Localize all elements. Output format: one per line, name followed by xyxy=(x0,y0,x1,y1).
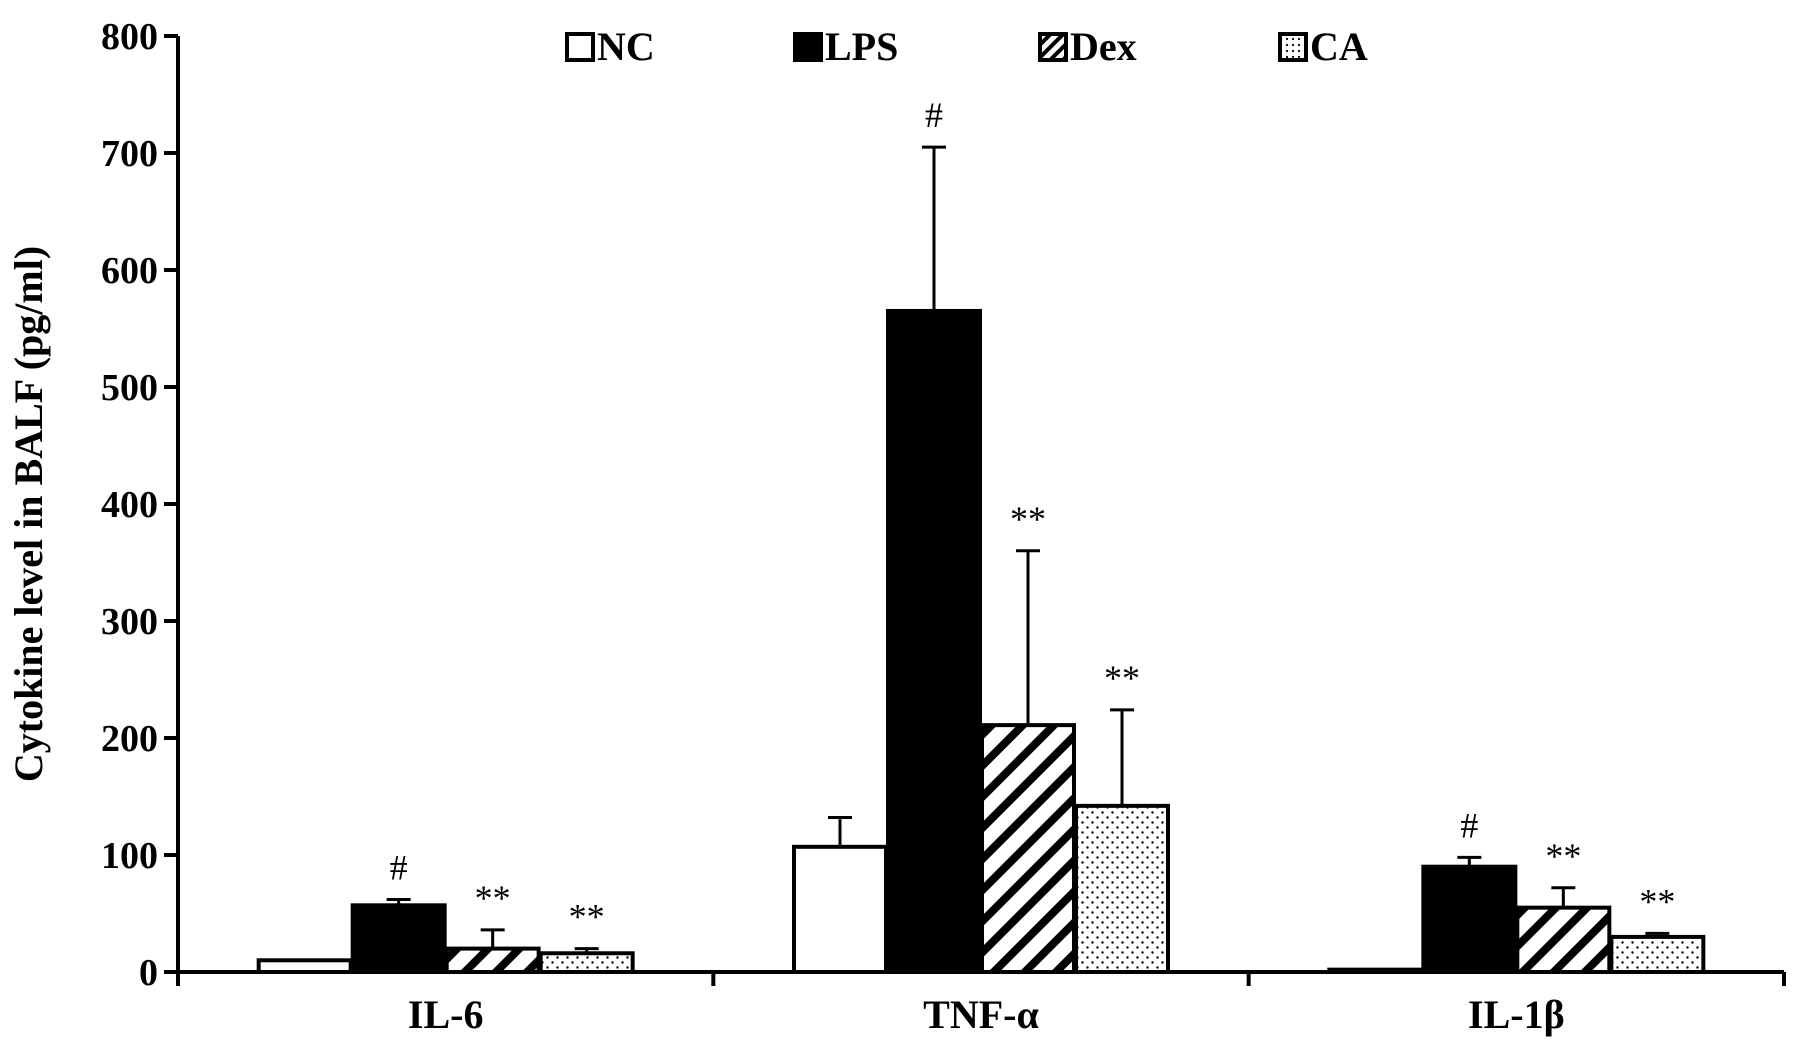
y-axis-ticks: 0 100 200 300 400 500 600 700 800 xyxy=(101,16,178,994)
y-tick-label: 300 xyxy=(101,601,158,643)
x-tick-label: IL-1β xyxy=(1468,992,1565,1037)
significance-marker: # xyxy=(925,95,943,135)
significance-marker: ** xyxy=(1010,499,1046,539)
y-tick-label: 0 xyxy=(139,952,158,994)
significance-marker: ** xyxy=(1104,658,1140,698)
legend: NC LPS Dex CA xyxy=(565,24,1368,69)
legend-swatch-dex xyxy=(1038,32,1068,62)
bars: # ** ** # ** ** # ** ** xyxy=(256,95,1706,975)
y-tick-label: 200 xyxy=(101,718,158,760)
x-axis: IL-6 TNF-α IL-1β xyxy=(176,970,1786,1037)
y-tick-label: 600 xyxy=(101,250,158,292)
legend-label-dex: Dex xyxy=(1070,24,1137,69)
y-tick-label: 400 xyxy=(101,484,158,526)
legend-swatch-lps xyxy=(793,32,823,62)
y-tick-label: 700 xyxy=(101,133,158,175)
legend-label-ca: CA xyxy=(1310,24,1368,69)
y-axis-title: Cytokine level in BALF (pg/ml) xyxy=(6,246,51,782)
bar-lps xyxy=(1421,864,1518,975)
legend-label-lps: LPS xyxy=(825,24,898,69)
y-tick-label: 100 xyxy=(101,835,158,877)
bar-dex xyxy=(444,946,541,974)
bar-ca xyxy=(538,951,635,975)
bar-lps xyxy=(350,903,447,974)
significance-marker: ** xyxy=(1545,836,1581,876)
bar-ca xyxy=(1609,934,1706,975)
significance-marker: ** xyxy=(1639,881,1675,921)
significance-marker: # xyxy=(390,847,408,887)
y-tick-label: 500 xyxy=(101,367,158,409)
significance-marker: ** xyxy=(475,878,511,918)
legend-swatch-nc xyxy=(565,32,595,62)
bar-nc xyxy=(792,844,888,974)
x-tick-label: TNF-α xyxy=(923,992,1039,1037)
bar-nc xyxy=(256,958,353,974)
x-tick-label: IL-6 xyxy=(408,992,484,1037)
legend-swatch-ca xyxy=(1278,32,1308,62)
y-tick-label: 800 xyxy=(101,16,158,58)
significance-marker: # xyxy=(1460,805,1478,845)
legend-label-nc: NC xyxy=(597,24,655,69)
bar-nc xyxy=(1327,967,1424,974)
bar-dex xyxy=(1515,905,1612,975)
bar-ca xyxy=(1074,803,1170,974)
bar-lps xyxy=(886,308,982,974)
significance-marker: ** xyxy=(569,897,605,937)
bar-dex xyxy=(980,723,1076,974)
